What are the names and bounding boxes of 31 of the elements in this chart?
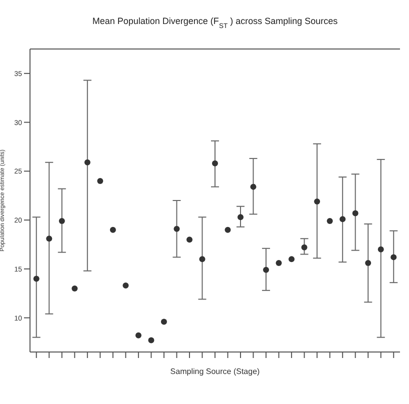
point xyxy=(186,236,192,243)
point xyxy=(340,216,346,222)
point xyxy=(33,276,40,282)
point xyxy=(72,285,78,292)
point xyxy=(58,218,65,224)
point xyxy=(301,244,308,250)
point xyxy=(224,226,231,233)
point xyxy=(174,226,180,232)
point xyxy=(288,256,295,262)
point xyxy=(378,246,384,252)
point xyxy=(97,178,104,184)
point xyxy=(276,260,282,266)
point xyxy=(84,159,90,166)
point xyxy=(122,282,129,289)
point xyxy=(238,214,244,220)
point xyxy=(263,266,270,273)
chart-title: Mean Population Divergence (F$_{ST}$) across Sampling Sources xyxy=(92,16,338,30)
point xyxy=(135,332,142,338)
point xyxy=(365,260,372,266)
point xyxy=(352,210,358,216)
point xyxy=(314,198,320,204)
point xyxy=(212,160,218,166)
x-axis-title: Sampling Source (Stage) xyxy=(170,367,260,376)
point xyxy=(46,236,52,242)
point xyxy=(148,337,154,344)
point xyxy=(250,184,256,190)
point xyxy=(110,226,116,233)
point xyxy=(160,318,167,325)
point xyxy=(390,254,397,260)
point xyxy=(326,218,333,224)
point xyxy=(199,256,206,262)
